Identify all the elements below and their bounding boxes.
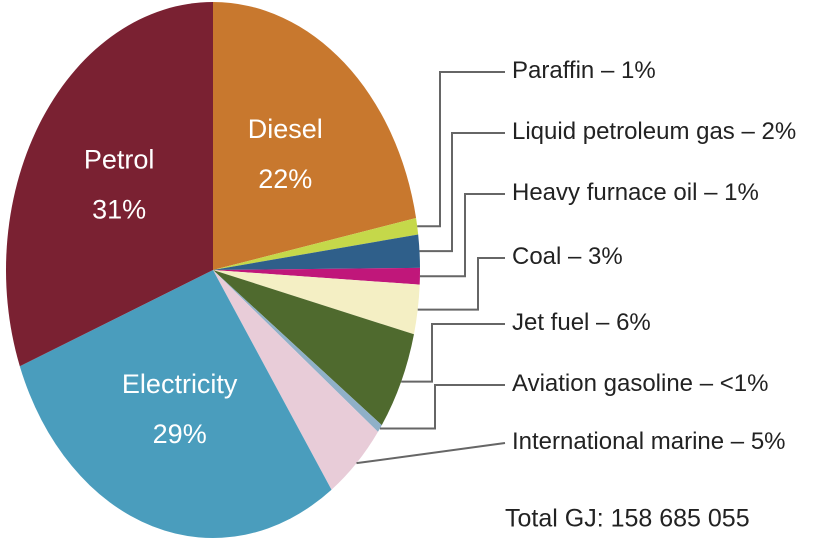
pie-slice [19,270,332,538]
leader-line [417,257,505,311]
leader-line [417,71,505,228]
callout-category: Aviation gasoline [512,370,693,397]
callout-label: Liquid petroleum gas – 2% [512,118,796,145]
callout-category: Coal [512,243,561,270]
pie-slice [5,2,213,367]
callout-category: International marine [512,428,724,455]
callout-value: 1% [724,179,759,206]
callout-category: Heavy furnace oil [512,179,697,206]
pie-slice [213,2,417,270]
callout-separator: – [589,309,616,336]
callout-label: Aviation gasoline – <1% [512,370,768,397]
callout-separator: – [735,118,762,145]
callout-value: <1% [720,370,769,397]
leader-line [419,132,505,253]
slice-label: Electricity [122,369,238,399]
callout-value: 6% [616,309,651,336]
slice-label: Diesel [248,114,323,144]
callout-value: 2% [762,118,797,145]
callout-separator: – [724,428,751,455]
callout-label: Jet fuel – 6% [512,309,651,336]
callout-separator: – [693,370,720,397]
slice-value-label: 31% [92,195,146,225]
callout-label: Paraffin – 1% [512,57,656,84]
pie-slice [213,270,420,335]
pie-slice [213,217,419,270]
callout-category: Liquid petroleum gas [512,118,735,145]
callout-category: Paraffin [512,57,594,84]
callout-label: International marine – 5% [512,428,786,455]
callout-category: Jet fuel [512,309,589,336]
callout-separator: – [594,57,621,84]
callout-label: Heavy furnace oil – 1% [512,179,759,206]
callout-value: 3% [588,243,623,270]
callout-label: Coal – 3% [512,243,623,270]
callout-separator: – [561,243,588,270]
pie-slice [213,234,420,270]
leader-line [379,384,505,430]
leader-line [356,442,506,465]
leader-line [401,323,505,383]
slice-label: Petrol [84,145,155,175]
slice-value-label: 29% [153,419,207,449]
slice-value-label: 22% [258,164,312,194]
pie-slice [213,270,414,426]
callout-value: 1% [621,57,656,84]
pie-slice [213,270,378,490]
pie-slice [213,267,420,285]
callout-separator: – [697,179,724,206]
pie-slice [213,270,382,432]
callout-value: 5% [751,428,786,455]
leader-line [419,193,505,278]
total-annotation: Total GJ: 158 685 055 [505,505,750,533]
